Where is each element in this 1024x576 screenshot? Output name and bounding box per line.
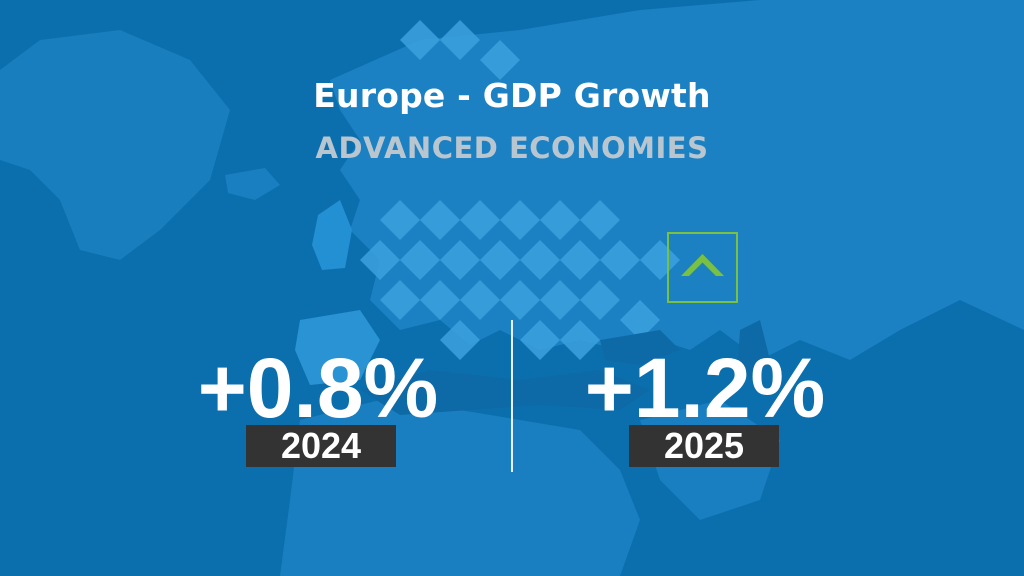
divider-line [511,320,513,472]
page-subtitle: ADVANCED ECONOMIES [315,131,709,165]
up-chevron-icon [681,254,724,276]
black-sea [600,330,680,365]
gdp-value-2024: +0.8% [197,341,439,435]
caspian-sea [738,320,770,380]
british-isles-landmass [312,200,352,270]
gdp-value-2025: +1.2% [584,341,826,435]
page-title: Europe - GDP Growth [313,76,711,115]
europe-diamond-pattern [360,20,680,360]
iberia-landmass [295,310,380,385]
year-badge-2024: 2024 [246,425,396,467]
mediterranean-sea [360,370,650,415]
year-badge-2025: 2025 [629,425,779,467]
trend-up-indicator [667,232,738,303]
iceland-landmass [225,168,280,200]
greenland-landmass [0,30,230,260]
